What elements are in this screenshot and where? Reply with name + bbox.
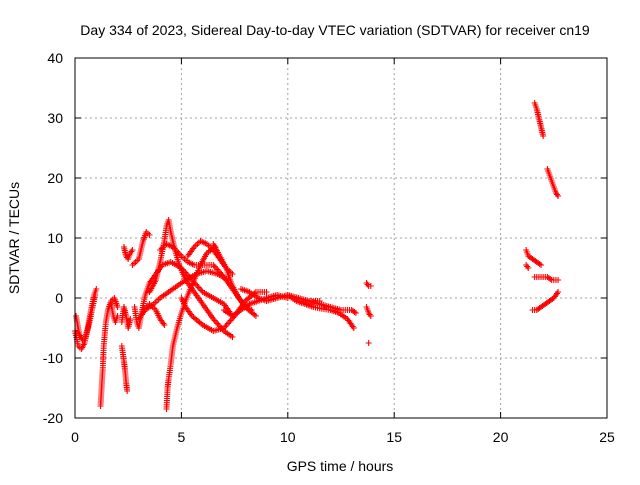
series-arc-26 bbox=[544, 166, 562, 199]
data-point bbox=[92, 292, 99, 298]
data-point bbox=[263, 289, 270, 295]
data-point bbox=[524, 263, 531, 270]
series-arc-02 bbox=[73, 292, 99, 343]
data-point bbox=[224, 320, 231, 327]
x-tick-label: 20 bbox=[493, 429, 509, 445]
data-point bbox=[351, 309, 358, 315]
data-point bbox=[146, 232, 153, 238]
y-tick-label: 0 bbox=[55, 290, 63, 306]
data-point bbox=[212, 319, 219, 325]
data-point bbox=[538, 262, 545, 268]
series-arc-05 bbox=[118, 304, 134, 331]
data-point bbox=[197, 286, 204, 292]
data-point bbox=[350, 325, 357, 331]
data-point bbox=[129, 247, 136, 253]
grid bbox=[75, 58, 607, 418]
data-point bbox=[127, 316, 134, 322]
series-arc-04 bbox=[108, 301, 121, 325]
data-point bbox=[211, 263, 218, 270]
series-arc-11 bbox=[140, 301, 168, 328]
data-point bbox=[367, 313, 374, 319]
data-point bbox=[536, 261, 543, 267]
data-point bbox=[161, 322, 168, 328]
data-point bbox=[555, 289, 562, 295]
data-point bbox=[547, 276, 554, 282]
y-tick-label: 30 bbox=[47, 110, 63, 126]
x-tick-label: 5 bbox=[178, 429, 186, 445]
data-point bbox=[365, 340, 372, 346]
series-arc-21 bbox=[306, 298, 359, 316]
y-tick-label: 40 bbox=[47, 50, 63, 66]
data-point bbox=[226, 319, 233, 325]
series-arc-24 bbox=[365, 340, 372, 346]
series-arc-07 bbox=[120, 244, 136, 262]
series-arc-30 bbox=[529, 289, 562, 313]
series-arc-27 bbox=[523, 247, 545, 268]
y-tick-label: -20 bbox=[43, 410, 63, 426]
series-arc-06 bbox=[118, 343, 131, 394]
data-point bbox=[195, 284, 202, 291]
data-point bbox=[214, 320, 221, 327]
data-point bbox=[555, 277, 562, 283]
y-tick-label: 10 bbox=[47, 230, 63, 246]
data-point bbox=[223, 322, 230, 328]
data-point bbox=[252, 313, 259, 319]
series-arc-25 bbox=[531, 100, 547, 139]
series-arc-28 bbox=[523, 262, 532, 271]
y-tick-label: -10 bbox=[43, 350, 63, 366]
series-arc-20 bbox=[284, 292, 357, 331]
data-point bbox=[364, 281, 371, 288]
data-point bbox=[555, 193, 562, 199]
data-point bbox=[214, 266, 221, 273]
x-tick-label: 10 bbox=[280, 429, 296, 445]
y-tick-label: 20 bbox=[47, 170, 63, 186]
data-point bbox=[229, 334, 236, 340]
series-arc-03 bbox=[97, 295, 121, 409]
data-point bbox=[248, 307, 255, 313]
data-points bbox=[72, 100, 562, 412]
series-arc-23 bbox=[363, 304, 374, 319]
data-point bbox=[540, 133, 547, 139]
series-arc-22 bbox=[363, 280, 374, 289]
x-axis-label: GPS time / hours bbox=[287, 458, 394, 474]
series-arc-09 bbox=[129, 229, 153, 268]
data-point bbox=[525, 265, 532, 271]
data-point bbox=[352, 310, 359, 316]
y-axis-label: SDTVAR / TECUs bbox=[6, 182, 22, 294]
x-tick-label: 0 bbox=[71, 429, 79, 445]
x-tick-label: 25 bbox=[599, 429, 615, 445]
data-point bbox=[114, 313, 121, 319]
data-point bbox=[367, 283, 374, 289]
chart-title: Day 334 of 2023, Sidereal Day-to-day VTE… bbox=[80, 22, 590, 38]
axes: 0 5 10 15 20 25 -20 -10 0 10 20 30 40 bbox=[43, 50, 615, 445]
data-point bbox=[114, 304, 121, 310]
x-tick-label: 15 bbox=[386, 429, 402, 445]
data-point bbox=[93, 286, 100, 292]
data-point bbox=[124, 388, 131, 394]
series-arc-29 bbox=[531, 274, 562, 283]
series-arc-12 bbox=[146, 217, 236, 340]
